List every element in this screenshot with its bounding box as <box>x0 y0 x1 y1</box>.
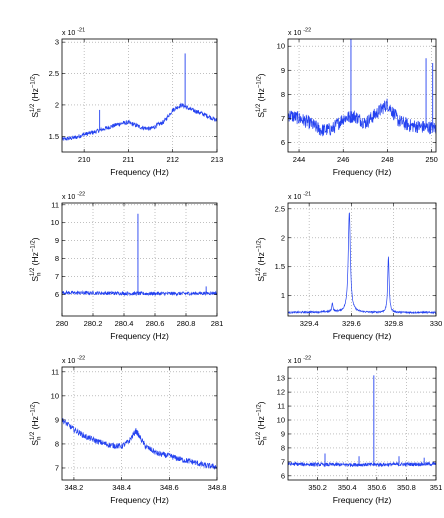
x-tick-label: 280.2 <box>84 319 103 328</box>
panel-3: 280 280.2 280.4 280.6 280.8 281 6 7 8 9 10 11x 10 -… <box>30 192 223 342</box>
x-tick-label: 244 <box>293 155 306 164</box>
y-tick-label: 12 <box>277 388 285 397</box>
y-multiplier: x 10 -22 <box>62 356 85 366</box>
y-tick-label: 1.5 <box>49 132 59 141</box>
x-axis-label: Frequency (Hz) <box>110 167 169 177</box>
x-tick-label: 348.2 <box>65 483 84 492</box>
x-tick-label: 211 <box>122 155 134 164</box>
y-tick-label: 10 <box>277 42 285 51</box>
panel-6: 350.2 350.4 350.6 350.8 351 6 7 8 9 10 11 12 13x 10 … <box>256 356 442 506</box>
x-tick-label: 212 <box>166 155 179 164</box>
y-multiplier: x 10 -21 <box>62 28 85 38</box>
y-tick-label: 2.5 <box>275 204 285 213</box>
axes-frame <box>61 366 218 481</box>
y-tick-label: 6 <box>281 138 285 147</box>
y-tick-label: 13 <box>277 374 285 383</box>
x-tick-label: 329.4 <box>300 319 319 328</box>
y-multiplier: x 10 -22 <box>288 28 311 38</box>
x-axis-label: Frequency (Hz) <box>333 331 392 341</box>
y-tick-label: 11 <box>277 402 285 411</box>
x-tick-label: 350.8 <box>397 483 416 492</box>
y-tick-label: 11 <box>51 367 59 376</box>
y-tick-label: 8 <box>55 254 59 263</box>
y-axis-label: Sn1/2 (Hz−1/2) <box>30 73 43 117</box>
y-tick-label: 2.5 <box>49 69 59 78</box>
y-tick-label: 10 <box>51 218 59 227</box>
y-multiplier: x 10 -22 <box>288 356 311 366</box>
x-tick-label: 281 <box>211 319 224 328</box>
x-tick-label: 348.8 <box>208 483 227 492</box>
y-axis-label: Sn1/2 (Hz−1/2) <box>30 237 43 281</box>
series-line <box>62 289 217 297</box>
panel-2: 244 246 248 250 6 7 8 9 10x 10 -22 Frequency (Hz)… <box>256 28 438 178</box>
y-axis-label: Sn1/2 (Hz−1/2) <box>30 401 43 445</box>
y-tick-label: 3 <box>55 38 59 47</box>
y-tick-label: 8 <box>281 443 285 452</box>
y-tick-label: 11 <box>51 200 59 209</box>
y-tick-label: 9 <box>55 236 59 245</box>
y-tick-label: 1.5 <box>275 262 285 271</box>
series-line <box>288 98 436 137</box>
y-tick-label: 9 <box>281 66 285 75</box>
x-tick-label: 246 <box>337 155 350 164</box>
x-tick-label: 330 <box>430 319 443 328</box>
x-tick-label: 350.4 <box>338 483 357 492</box>
series-line <box>62 418 217 470</box>
x-tick-label: 329.8 <box>384 319 403 328</box>
y-axis-label: Sn1/2 (Hz−1/2) <box>256 401 269 445</box>
x-tick-label: 348.6 <box>160 483 179 492</box>
axes-frame <box>287 366 437 481</box>
x-tick-label: 280.6 <box>146 319 165 328</box>
y-tick-label: 8 <box>55 439 59 448</box>
x-tick-label: 213 <box>211 155 224 164</box>
x-tick-label: 350.6 <box>367 483 386 492</box>
x-tick-label: 250 <box>425 155 438 164</box>
y-axis-label: Sn1/2 (Hz−1/2) <box>256 73 269 117</box>
y-tick-label: 6 <box>55 290 59 299</box>
y-axis-label: Sn1/2 (Hz−1/2) <box>256 237 269 281</box>
y-tick-label: 2 <box>281 233 285 242</box>
x-axis-label: Frequency (Hz) <box>110 495 169 505</box>
y-tick-label: 10 <box>51 391 59 400</box>
x-tick-label: 280.8 <box>177 319 196 328</box>
x-tick-label: 350.2 <box>308 483 327 492</box>
y-multiplier: x 10 -21 <box>288 192 311 202</box>
x-tick-label: 210 <box>78 155 91 164</box>
y-tick-label: 7 <box>281 457 285 466</box>
x-tick-label: 329.6 <box>342 319 361 328</box>
y-tick-label: 10 <box>277 416 285 425</box>
y-tick-label: 7 <box>281 114 285 123</box>
y-tick-label: 6 <box>281 471 285 480</box>
y-tick-label: 9 <box>55 415 59 424</box>
series-line <box>288 461 436 468</box>
y-tick-label: 7 <box>55 463 59 472</box>
axes-frame <box>61 38 218 153</box>
panel-4: 329.4 329.6 329.8 330 1 1.5 2 2.5x 10 -21 Freque… <box>256 192 442 342</box>
y-tick-label: 2 <box>55 100 59 109</box>
x-axis-label: Frequency (Hz) <box>333 167 392 177</box>
x-tick-label: 280 <box>56 319 69 328</box>
y-tick-label: 9 <box>281 429 285 438</box>
y-tick-label: 8 <box>281 90 285 99</box>
x-tick-label: 248 <box>381 155 394 164</box>
panel-1: 210 211 212 213 1.5 2 2.5 3x 10 -21 Frequency (H… <box>30 28 223 178</box>
x-tick-label: 280.4 <box>115 319 134 328</box>
y-tick-label: 7 <box>55 272 59 281</box>
x-tick-label: 351 <box>430 483 443 492</box>
series-line <box>62 102 217 141</box>
axes-frame <box>287 202 437 317</box>
y-tick-label: 1 <box>281 291 285 300</box>
x-tick-label: 348.4 <box>112 483 131 492</box>
axes-frame <box>287 38 437 153</box>
series-line <box>288 212 436 315</box>
x-axis-label: Frequency (Hz) <box>110 331 169 341</box>
y-multiplier: x 10 -22 <box>62 192 85 202</box>
axes-frame <box>61 202 218 317</box>
x-axis-label: Frequency (Hz) <box>333 495 392 505</box>
panel-5: 348.2 348.4 348.6 348.8 7 8 9 10 11x 10 -22 Frequ… <box>30 356 226 506</box>
